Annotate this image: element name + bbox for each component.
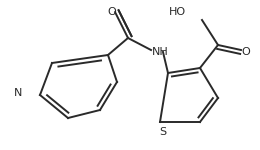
Text: O: O — [108, 7, 116, 17]
Text: O: O — [242, 47, 250, 57]
Text: N: N — [14, 88, 22, 98]
Text: NH: NH — [152, 47, 169, 57]
Text: S: S — [159, 127, 167, 137]
Text: HO: HO — [168, 7, 186, 17]
